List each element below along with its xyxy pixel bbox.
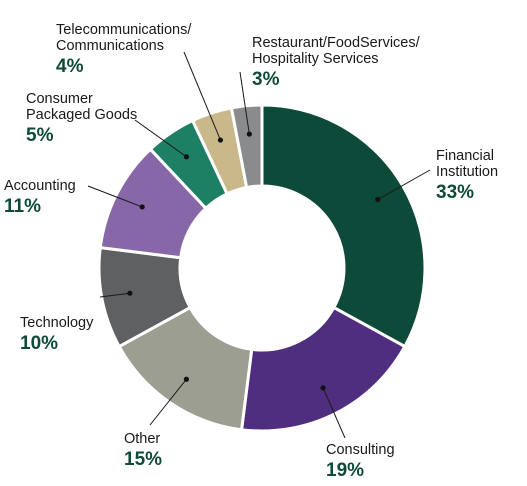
slice-label-4-line-0: Accounting — [4, 178, 76, 194]
slice-label-6-line-0: Telecommunications/ — [56, 22, 192, 38]
leader-dot-7 — [246, 131, 252, 137]
slice-label-1-line-0: Consulting — [326, 442, 395, 458]
leader-line-0 — [377, 169, 431, 200]
slice-value-label-4: 11% — [4, 196, 41, 217]
leaders-group — [87, 51, 431, 439]
slice-label-5-line-1: Packaged Goods — [26, 107, 137, 123]
leader-dot-5 — [183, 154, 189, 160]
slice-label-0-line-0: Financial — [436, 148, 494, 164]
leader-line-3 — [99, 292, 130, 298]
slice-label-7-line-0: Restaurant/FoodServices/ — [252, 35, 421, 51]
leader-line-7 — [239, 71, 250, 135]
slice-label-2-line-0: Other — [124, 431, 160, 447]
slice-value-label-2: 15% — [124, 449, 162, 470]
slice-value-label-6: 4% — [56, 56, 84, 77]
leader-dot-0 — [375, 196, 381, 203]
slices-group — [97, 103, 427, 433]
slice-value-label-1: 19% — [326, 460, 364, 481]
leader-dot-2 — [183, 376, 189, 382]
leader-dot-4 — [139, 204, 145, 210]
slice-7 — [229, 103, 264, 190]
slice-label-7-line-1: Hospitality Services — [252, 51, 379, 67]
slice-label-3-line-0: Technology — [20, 315, 94, 331]
leader-line-4 — [87, 185, 143, 208]
slice-label-6-line-1: Communications — [56, 38, 164, 54]
slice-value-label-3: 10% — [20, 333, 58, 354]
leader-line-6 — [183, 51, 221, 141]
slice-label-0-line-1: Institution — [436, 164, 498, 180]
slice-value-label-0: 33% — [436, 182, 474, 203]
slice-label-5-line-0: Consumer — [26, 91, 93, 107]
leader-dot-3 — [127, 290, 133, 296]
slice-value-label-5: 5% — [26, 125, 54, 146]
leader-line-1 — [322, 387, 346, 439]
leader-line-5 — [134, 119, 187, 158]
leader-dot-1 — [320, 385, 326, 391]
slice-0 — [260, 103, 427, 349]
slice-value-label-7: 3% — [252, 69, 280, 90]
slice-1 — [239, 305, 407, 433]
leader-line-2 — [149, 378, 187, 426]
leader-dot-6 — [217, 137, 224, 143]
